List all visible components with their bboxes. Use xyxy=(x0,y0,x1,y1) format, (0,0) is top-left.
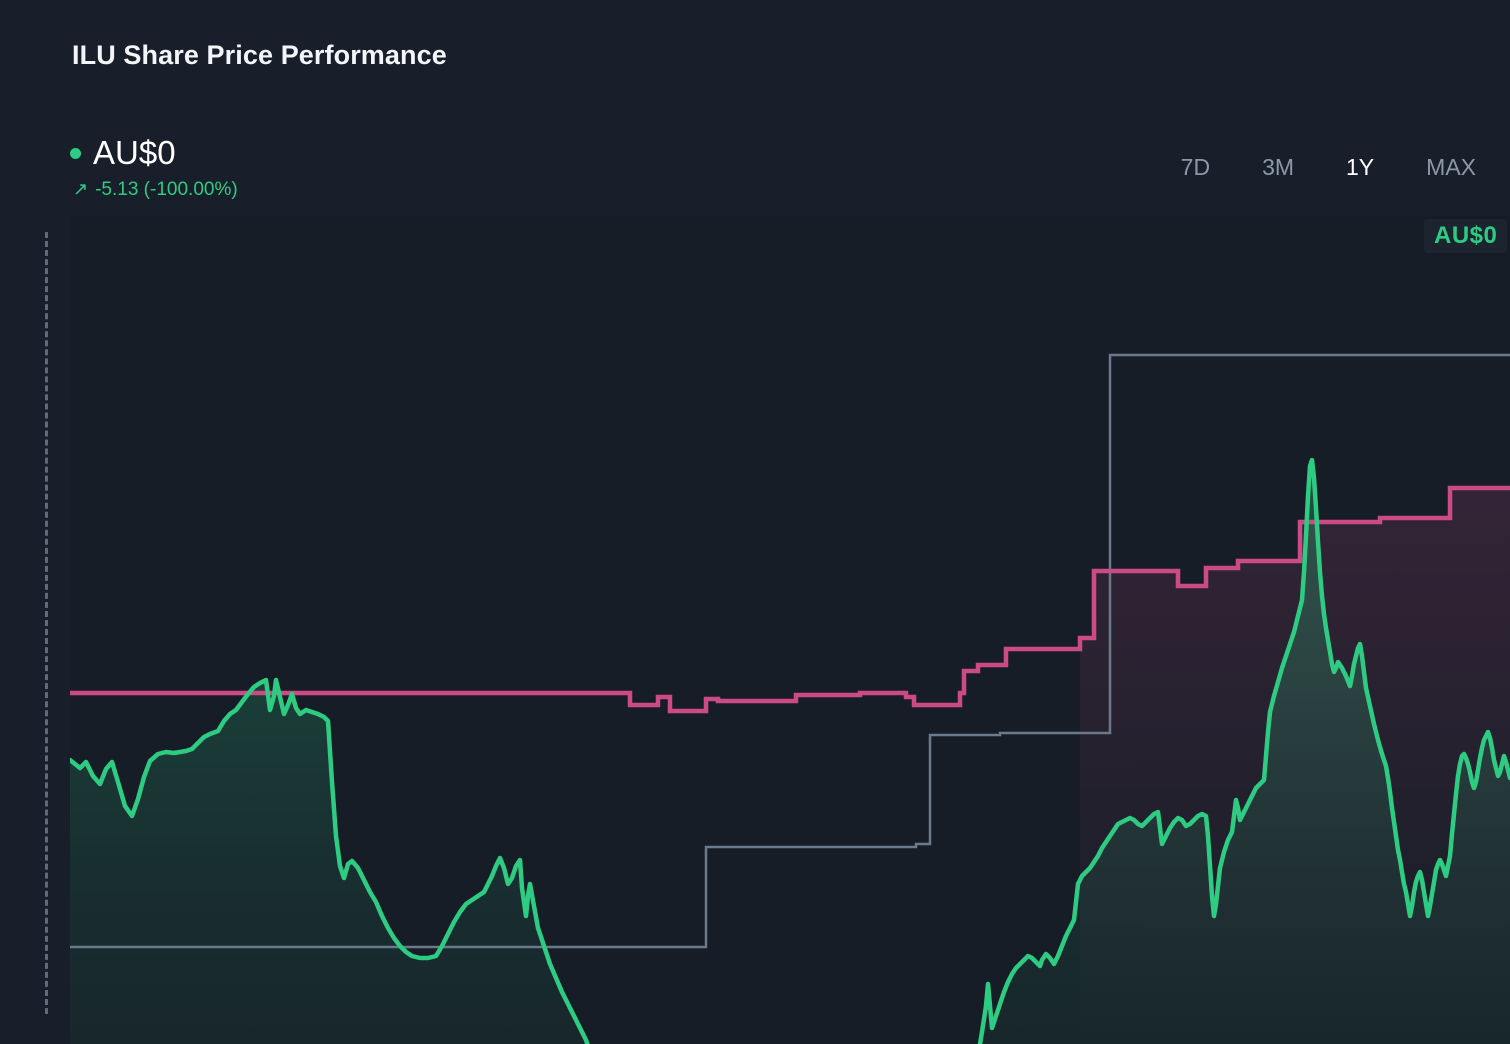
market-average-line xyxy=(70,353,1510,949)
share-price-area-fill xyxy=(70,460,1510,1044)
series-dot-icon xyxy=(70,147,81,159)
y-axis-dashed-line xyxy=(45,232,48,1014)
share-price-line xyxy=(70,457,1510,1044)
arrow-up-right-icon: ↗ xyxy=(73,179,89,199)
price-row: AU$0 xyxy=(70,130,238,174)
range-button-7d[interactable]: 7D xyxy=(1155,150,1236,186)
price-change-row: ↗ -5.13 (-100.00%) xyxy=(73,179,238,201)
price-summary: AU$0 ↗ -5.13 (-100.00%) xyxy=(70,130,238,201)
current-price: AU$0 xyxy=(93,133,176,171)
price-change-value: -5.13 (-100.00%) xyxy=(95,179,238,200)
time-range-selector[interactable]: 7D 3M 1Y MAX xyxy=(1155,150,1502,186)
industry-average-line xyxy=(70,485,1510,714)
range-button-max[interactable]: MAX xyxy=(1400,150,1502,186)
chart-canvas xyxy=(70,353,1510,1044)
current-value-tag-label: AU$0 xyxy=(1434,222,1498,249)
current-value-tag: AU$0 xyxy=(1424,219,1508,253)
range-button-1y[interactable]: 1Y xyxy=(1320,150,1400,186)
page-title: ILU Share Price Performance xyxy=(72,40,447,70)
range-button-3m[interactable]: 3M xyxy=(1236,150,1320,186)
chart-plot-area[interactable] xyxy=(70,216,1510,1044)
